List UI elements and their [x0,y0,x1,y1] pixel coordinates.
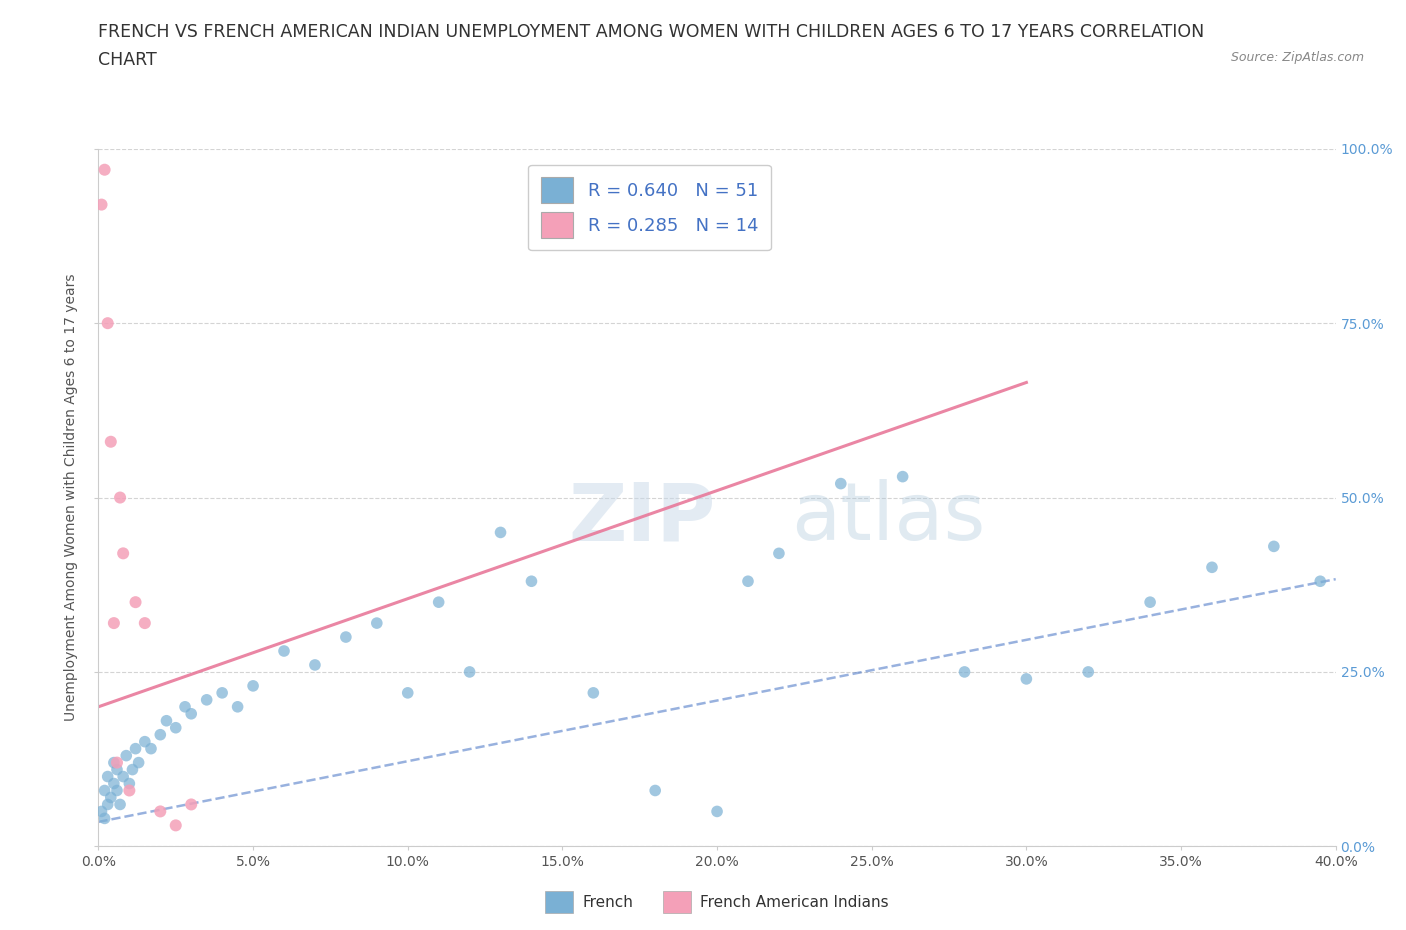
Point [706,804,728,819]
Point [90,804,112,819]
Y-axis label: Unemployment Among Women with Children Ages 6 to 17 years: Unemployment Among Women with Children A… [65,273,79,722]
Point [1077,665,1099,680]
Point [174,699,197,714]
Point [93,163,115,178]
Point [124,741,146,756]
Point [118,783,141,798]
Point [139,741,162,756]
Point [155,713,177,728]
Point [124,595,146,610]
Text: Source: ZipAtlas.com: Source: ZipAtlas.com [1230,51,1364,64]
Text: ZIP: ZIP [568,480,716,557]
Point [520,574,543,589]
Point [427,595,450,610]
Point [737,574,759,589]
Point [396,685,419,700]
Point [112,546,135,561]
Point [149,804,172,819]
Point [458,665,481,680]
Point [195,692,218,708]
Point [165,818,187,833]
Point [108,797,131,812]
Point [118,776,141,790]
Point [134,616,156,631]
Point [1263,539,1285,554]
Point [489,525,512,540]
Point [128,755,150,770]
Text: CHART: CHART [98,51,157,69]
Point [768,546,790,561]
Point [211,685,233,700]
Point [121,763,143,777]
Point [644,783,666,798]
Point [90,197,112,212]
Point [180,707,202,722]
Point [97,797,120,812]
Point [105,763,128,777]
Point [366,616,388,631]
Point [105,783,128,798]
Point [242,679,264,694]
Point [335,630,357,644]
Point [134,735,156,750]
Point [100,434,122,449]
Text: FRENCH VS FRENCH AMERICAN INDIAN UNEMPLOYMENT AMONG WOMEN WITH CHILDREN AGES 6 T: FRENCH VS FRENCH AMERICAN INDIAN UNEMPLO… [98,23,1205,41]
Point [1139,595,1161,610]
Point [97,316,120,331]
Point [273,644,295,658]
Point [93,811,115,826]
Point [1201,560,1223,575]
Point [1015,671,1038,686]
Point [582,685,605,700]
Point [105,755,128,770]
Point [100,790,122,805]
Point [149,727,172,742]
Point [108,490,131,505]
Point [93,783,115,798]
Point [830,476,852,491]
Text: atlas: atlas [792,480,986,557]
Point [953,665,976,680]
Point [115,748,138,763]
Point [103,776,125,790]
Point [103,755,125,770]
Point [112,769,135,784]
Point [97,769,120,784]
Point [103,616,125,631]
Point [165,721,187,736]
Point [891,470,914,485]
Point [304,658,326,672]
Point [226,699,249,714]
Point [1309,574,1331,589]
Legend: French, French American Indians: French, French American Indians [540,885,894,919]
Point [180,797,202,812]
